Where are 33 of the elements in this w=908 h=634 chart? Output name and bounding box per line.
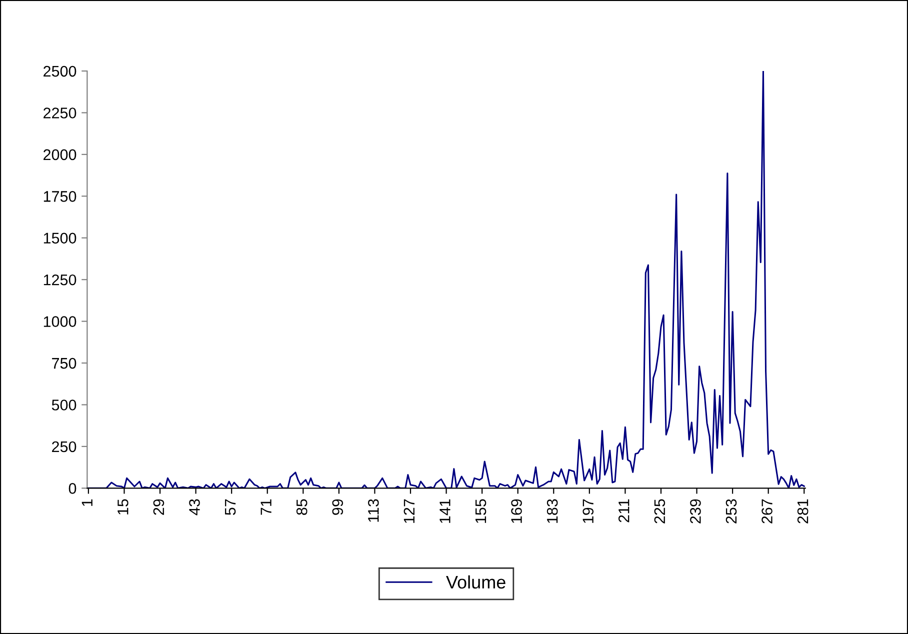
x-tick-label: 1 [82,499,92,506]
x-tick-label: 71 [260,499,272,515]
x-tick-label: 43 [189,499,200,516]
y-tick-label: 1750 [44,191,76,202]
legend-label: Volume [446,575,506,589]
y-tick-label: 1500 [44,232,76,244]
x-tick-label: 155 [476,499,486,523]
x-tick-label: 141 [440,499,450,523]
x-tick-label: 29 [153,499,164,515]
y-tick-label: 750 [52,358,76,369]
x-tick-label: 15 [118,499,128,514]
y-tick-label: 0 [68,483,76,494]
y-tick-label: 500 [52,400,76,410]
y-tick-label: 1000 [44,316,76,327]
x-tick-label: 211 [618,499,630,522]
x-tick-label: 113 [368,499,379,522]
x-tick-label: 253 [726,499,737,524]
y-tick-label: 2250 [44,108,76,118]
x-tick-label: 225 [654,499,666,524]
x-tick-label: 239 [690,499,701,524]
x-tick-label: 169 [511,499,522,523]
y-tick-label: 250 [52,441,76,452]
x-tick-label: 127 [404,499,414,523]
x-tick-label: 281 [797,499,808,524]
x-tick-label: 57 [225,499,236,515]
x-tick-label: 85 [296,499,308,515]
y-tick-label: 2500 [44,66,76,77]
y-tick-label: 1250 [44,274,76,286]
y-tick-label: 2000 [44,149,76,160]
x-tick-label: 99 [332,499,344,515]
x-tick-label: 183 [546,499,558,523]
x-tick-label: 267 [762,499,772,524]
x-tick-label: 197 [582,499,594,523]
